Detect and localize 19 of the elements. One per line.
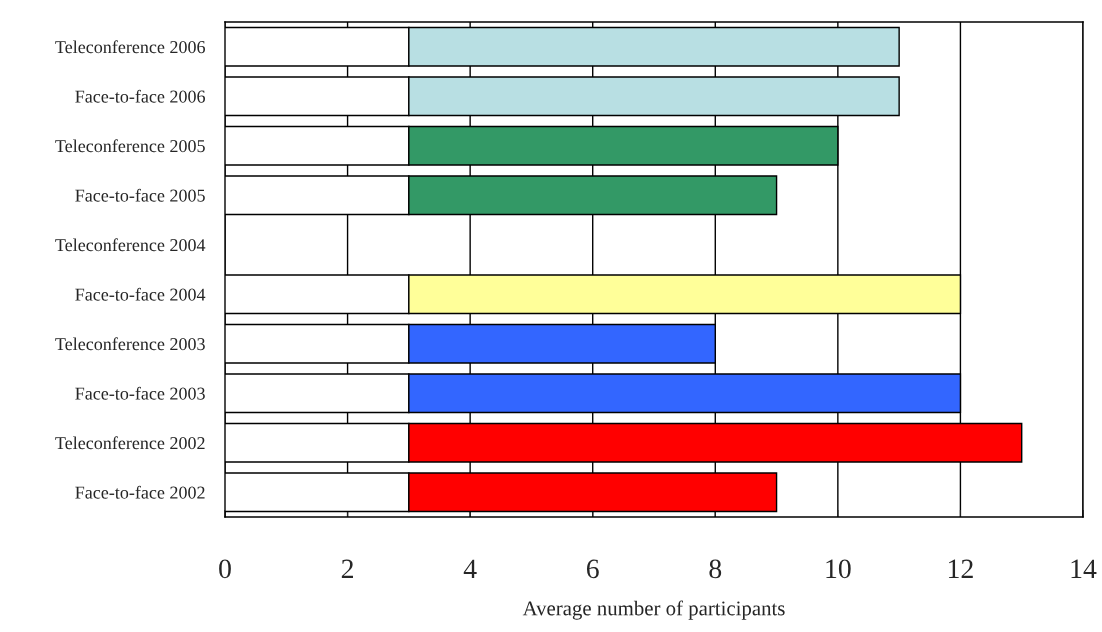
y-tick-label: Teleconference 2002 (55, 436, 205, 450)
x-tick-label: 0 (219, 559, 231, 579)
y-tick-label: Face-to-face 2002 (75, 485, 205, 499)
x-tick-label: 14 (1071, 559, 1097, 578)
x-tick-label: 6 (586, 559, 599, 579)
x-tick-label: 2 (341, 559, 353, 578)
y-tick-label: Face-to-face 2005 (75, 188, 205, 202)
y-tick-label: Face-to-face 2003 (75, 386, 205, 400)
x-tick-label: 8 (709, 559, 722, 579)
x-axis-title: Average number of participants (522, 600, 785, 620)
y-tick-label: Teleconference 2003 (55, 337, 205, 351)
y-tick-label: Teleconference 2004 (55, 238, 206, 252)
y-tick-label: Teleconference 2005 (55, 139, 205, 153)
y-tick-label: Face-to-face 2004 (75, 287, 206, 301)
x-tick-label: 12 (948, 559, 973, 578)
y-tick-label: Teleconference 2006 (55, 40, 206, 54)
x-tick-label: 10 (826, 559, 851, 579)
y-tick-label: Face-to-face 2006 (75, 89, 206, 103)
x-tick-label: 4 (463, 559, 477, 578)
